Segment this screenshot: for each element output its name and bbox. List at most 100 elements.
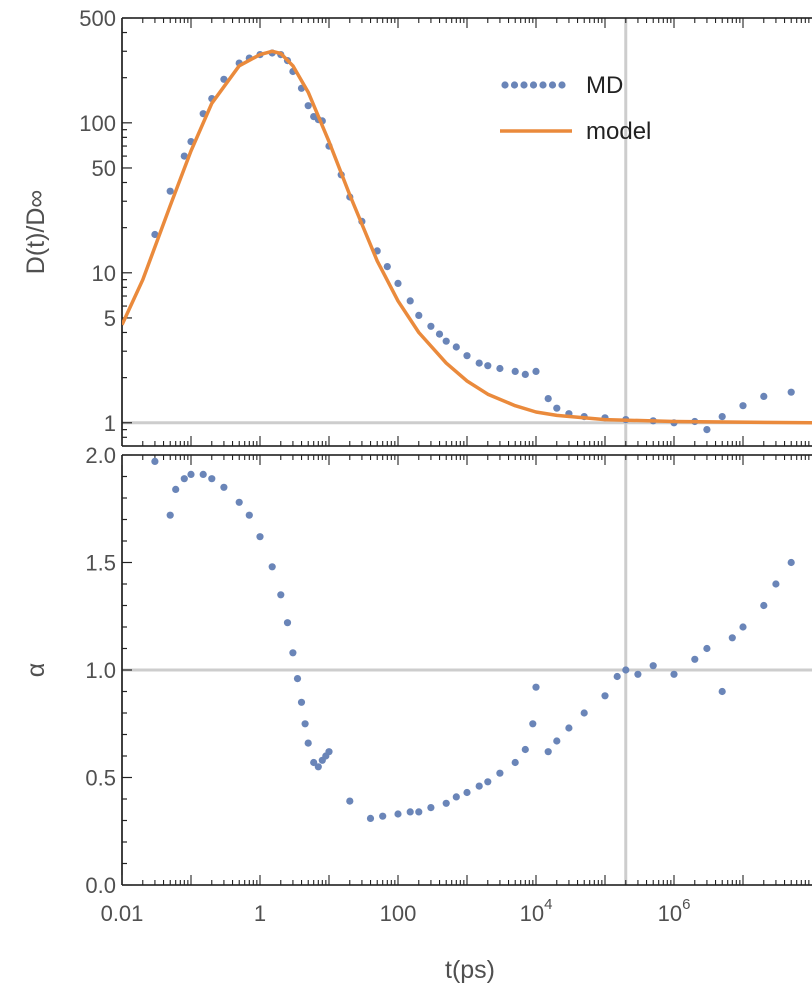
y-tick-label: 5: [104, 306, 116, 331]
series-line-model: [122, 49, 812, 425]
x-tick-base: 10: [658, 901, 682, 926]
data-point: [452, 793, 460, 801]
data-point: [553, 737, 561, 745]
data-point: [463, 352, 471, 360]
data-point: [172, 485, 180, 493]
data-point: [580, 709, 588, 717]
data-point: [718, 687, 726, 696]
data-point: [245, 511, 253, 519]
x-tick-label: 1: [254, 901, 266, 926]
y-tick-label: 10: [92, 261, 116, 286]
data-point: [703, 426, 711, 434]
data-point: [553, 404, 561, 412]
data-point: [787, 388, 795, 396]
data-point: [220, 75, 228, 83]
legend-marker-md: [529, 81, 538, 89]
data-point: [442, 799, 450, 807]
x-tick-label: 0.01: [101, 901, 144, 926]
plot-area: [151, 457, 795, 823]
data-point: [277, 591, 285, 599]
data-point: [366, 814, 375, 823]
y-tick-label: 0.0: [85, 873, 116, 898]
data-point: [325, 748, 333, 756]
data-point: [452, 343, 460, 351]
x-tick-exponent: 6: [682, 896, 690, 913]
data-point: [613, 672, 621, 681]
data-point: [406, 297, 414, 305]
legend-marker-md: [501, 81, 509, 89]
data-point: [208, 475, 216, 483]
data-point: [435, 330, 444, 338]
data-point: [301, 720, 309, 728]
data-point: [622, 666, 630, 674]
data-point: [532, 683, 540, 691]
x-tick-label: 104: [520, 896, 553, 926]
data-point: [289, 649, 297, 657]
y-tick-label: 0.5: [85, 766, 116, 791]
data-point: [304, 102, 312, 110]
data-point: [220, 483, 228, 491]
x-tick-label: 106: [658, 896, 691, 926]
data-point: [427, 322, 435, 330]
data-point: [235, 498, 243, 506]
legend-label-md: MD: [586, 72, 623, 99]
panel-top: 1 5 10 50 100 500 D(t)/D∞ MD model: [22, 6, 812, 447]
x-tick-base: 10: [520, 901, 544, 926]
y-tick-label: 500: [79, 6, 116, 31]
data-point: [634, 670, 642, 678]
data-point: [760, 392, 768, 400]
data-point: [601, 692, 609, 700]
data-point: [703, 644, 711, 653]
data-point: [187, 470, 195, 478]
x-tick-exponent: 4: [544, 896, 552, 913]
data-point: [496, 364, 504, 373]
y-tick-label: 1.0: [85, 658, 116, 683]
data-point: [180, 152, 188, 160]
data-point: [739, 402, 747, 410]
data-point: [304, 739, 312, 747]
data-point: [406, 808, 414, 816]
plot-area: [122, 49, 812, 434]
data-point: [511, 367, 519, 375]
data-point: [532, 367, 540, 375]
data-point: [442, 337, 450, 345]
data-point: [649, 662, 657, 670]
data-point: [718, 413, 726, 421]
legend: MD model: [500, 72, 651, 145]
data-point: [166, 511, 174, 519]
data-point: [346, 797, 354, 805]
data-point: [297, 698, 306, 706]
data-point: [521, 745, 529, 754]
x-tick-label: 100: [380, 901, 417, 926]
x-axis-title: t(ps): [445, 956, 495, 984]
y-tick-label: 100: [79, 111, 116, 136]
data-point: [691, 655, 699, 663]
legend-marker-md: [520, 81, 528, 89]
data-point: [511, 758, 519, 767]
y-tick-label: 1.5: [85, 551, 116, 576]
data-point: [427, 804, 435, 812]
data-point: [383, 263, 391, 271]
data-point: [463, 788, 471, 797]
data-point: [180, 475, 188, 483]
data-point: [394, 810, 402, 818]
data-point: [151, 230, 159, 239]
data-point: [475, 359, 483, 367]
data-point: [199, 470, 207, 478]
legend-marker-md: [510, 81, 519, 89]
data-point: [293, 675, 302, 683]
data-point: [415, 311, 423, 319]
data-point: [484, 362, 492, 370]
data-point: [544, 395, 552, 403]
legend-label-model: model: [586, 118, 651, 145]
data-point: [484, 778, 492, 786]
legend-marker-md: [539, 81, 547, 89]
legend-marker-md: [558, 81, 566, 89]
data-point: [760, 601, 768, 610]
data-point: [166, 187, 174, 195]
data-point: [772, 580, 780, 588]
data-point: [310, 758, 318, 767]
